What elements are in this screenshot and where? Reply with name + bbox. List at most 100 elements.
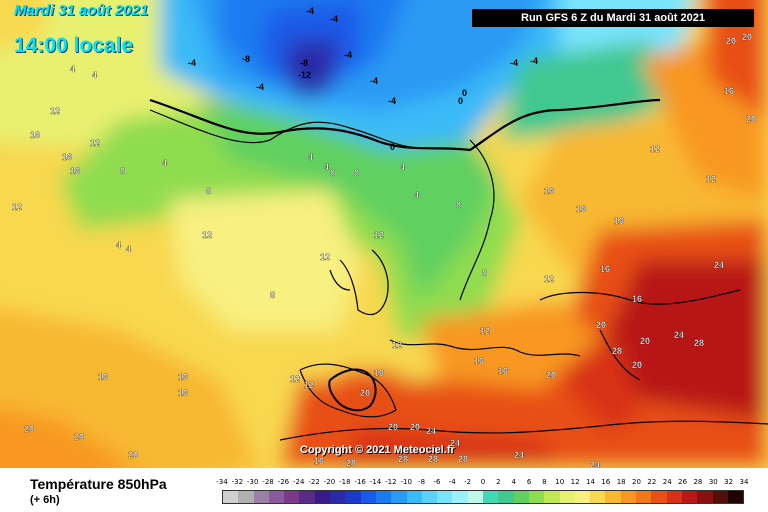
color-swatch xyxy=(299,491,315,503)
color-swatch xyxy=(238,491,254,503)
contour-label: 20 xyxy=(388,422,398,432)
color-swatch xyxy=(666,491,682,503)
contour-label: 16 xyxy=(178,372,188,382)
color-swatch xyxy=(636,491,652,503)
contour-label: 16 xyxy=(62,152,72,162)
forecast-local-time: 14:00 locale xyxy=(14,34,134,57)
contour-label: 16 xyxy=(374,368,384,378)
scale-tick-label: 8 xyxy=(542,478,547,486)
contour-label: 4 xyxy=(308,152,313,162)
contour-label: 8 xyxy=(456,200,461,210)
color-swatch xyxy=(651,491,667,503)
scale-tick-label: 6 xyxy=(526,478,532,486)
contour-label: 8 xyxy=(354,168,359,178)
contour-label: 8 xyxy=(482,268,487,278)
contour-label: 16 xyxy=(576,204,586,214)
contour-label: 16 xyxy=(544,186,554,196)
contour-label: 28 xyxy=(612,346,622,356)
contour-label: 24 xyxy=(514,450,524,460)
scale-tick-label: 16 xyxy=(601,478,611,486)
contour-label: 16 xyxy=(724,86,734,96)
color-swatch xyxy=(253,491,269,503)
scale-tick-label: -12 xyxy=(385,478,397,486)
scale-tick-label: 2 xyxy=(496,478,501,486)
contour-label: 28 xyxy=(398,454,408,464)
contour-label: -12 xyxy=(298,70,311,80)
color-swatch xyxy=(712,491,728,503)
contour-label: 16 xyxy=(70,166,80,176)
color-swatch xyxy=(590,491,606,503)
contour-label: 20 xyxy=(640,336,650,346)
scale-tick-label: 28 xyxy=(693,478,703,486)
contour-label: 4 xyxy=(116,240,121,250)
forecast-step: (+ 6h) xyxy=(30,494,60,506)
contour-label: 12 xyxy=(202,230,212,240)
contour-label: -8 xyxy=(242,54,250,64)
contour-label: 20 xyxy=(726,36,736,46)
contour-label: 16 xyxy=(614,216,624,226)
contour-label: 4 xyxy=(414,190,419,200)
contour-label: 8 xyxy=(270,290,275,300)
contour-label: 16 xyxy=(178,388,188,398)
color-scale-bar xyxy=(222,490,744,504)
contour-label: 4 xyxy=(400,162,405,172)
contour-label: 0 xyxy=(390,142,395,152)
color-swatch xyxy=(223,491,239,503)
color-swatch xyxy=(421,491,438,503)
contour-label: 0 xyxy=(462,88,467,98)
contour-label: 28 xyxy=(428,454,438,464)
scale-tick-label: -24 xyxy=(293,478,305,486)
contour-label: 20 xyxy=(742,32,752,42)
color-swatch xyxy=(727,491,744,503)
contour-label: 8 xyxy=(206,186,211,196)
scale-tick-label: -34 xyxy=(216,478,228,486)
color-swatch xyxy=(268,491,285,503)
scale-tick-label: -16 xyxy=(354,478,366,486)
color-swatch xyxy=(513,491,529,503)
contour-label: 24 xyxy=(590,460,600,468)
contour-label: 20 xyxy=(410,422,420,432)
color-swatch xyxy=(391,491,407,503)
color-swatch xyxy=(498,491,514,503)
contour-label: 12 xyxy=(320,252,330,262)
contour-label: 16 xyxy=(474,356,484,366)
contour-label: 20 xyxy=(360,388,370,398)
scale-tick-label: 20 xyxy=(632,478,641,486)
model-run-banner: Run GFS 6 Z du Mardi 31 août 2021 xyxy=(472,9,754,27)
contour-label: -4 xyxy=(256,82,264,92)
temperature-field xyxy=(0,0,768,468)
scale-tick-label: 0 xyxy=(480,478,486,486)
color-swatch xyxy=(467,491,484,503)
contour-label: 8 xyxy=(330,168,335,178)
contour-label: 12 xyxy=(290,374,300,384)
color-swatch xyxy=(284,491,300,503)
contour-label: 12 xyxy=(12,202,22,212)
contour-label: 24 xyxy=(426,426,436,436)
contour-label: 16 xyxy=(632,294,642,304)
contour-label: 20 xyxy=(128,450,138,460)
color-scale-labels: -34 -32 -30 -28 -26 -24 -22 -20 -18 -16 -14 -12 -10-… xyxy=(216,478,748,490)
color-swatch xyxy=(375,491,392,503)
contour-label: 28 xyxy=(694,338,704,348)
color-swatch xyxy=(406,491,422,503)
contour-label: 24 xyxy=(450,438,460,448)
contour-label: 4 xyxy=(324,162,329,172)
contour-label: -4 xyxy=(530,56,538,66)
color-swatch xyxy=(345,491,361,503)
scale-tick-label: 24 xyxy=(662,478,672,486)
scale-tick-label: -22 xyxy=(308,478,320,486)
contour-label: 12 xyxy=(480,326,490,336)
scale-tick-label: 22 xyxy=(647,478,657,486)
scale-tick-label: -14 xyxy=(369,478,382,486)
contour-label: -4 xyxy=(388,96,396,106)
scale-tick-label: -2 xyxy=(464,478,472,486)
scale-tick-label: 32 xyxy=(724,478,734,486)
color-swatch xyxy=(605,491,621,503)
contour-label: -8 xyxy=(300,58,308,68)
contour-label: 12 xyxy=(374,230,384,240)
scale-tick-label: -10 xyxy=(400,478,412,486)
contour-label: 20 xyxy=(546,370,556,380)
contour-label: 4 xyxy=(126,244,131,254)
contour-label: 20 xyxy=(596,320,606,330)
